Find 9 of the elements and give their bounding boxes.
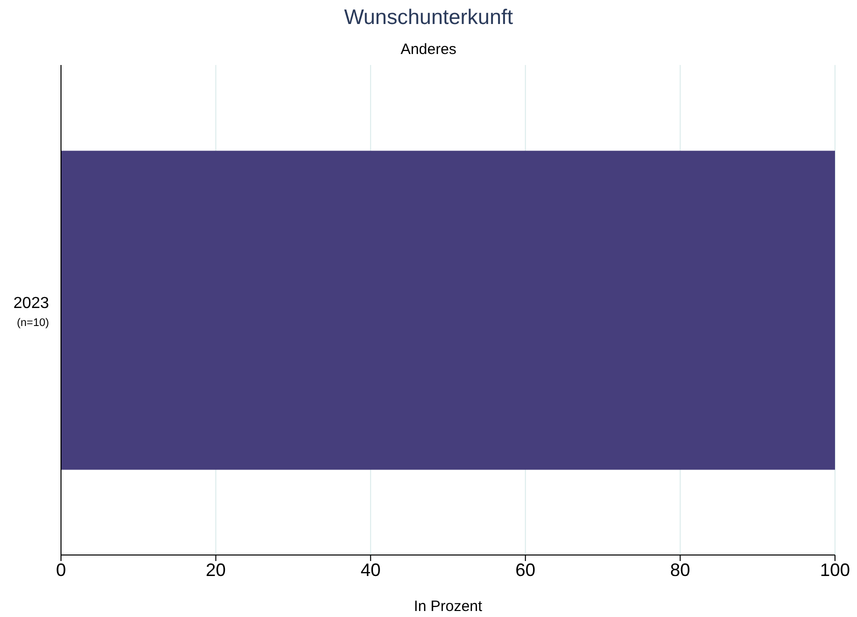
x-tick-label: 60 (515, 560, 536, 580)
x-tick-label: 0 (56, 560, 66, 580)
x-tick-label: 20 (206, 560, 226, 580)
chart-title: Wunschunterkunft (343, 6, 514, 30)
x-tick-label: 100 (820, 560, 850, 580)
x-axis-title: In Prozent (414, 598, 484, 615)
x-tick-label: 40 (360, 560, 381, 580)
x-tick-label: 80 (670, 560, 690, 580)
chart-subtitle: Anderes (400, 41, 458, 58)
